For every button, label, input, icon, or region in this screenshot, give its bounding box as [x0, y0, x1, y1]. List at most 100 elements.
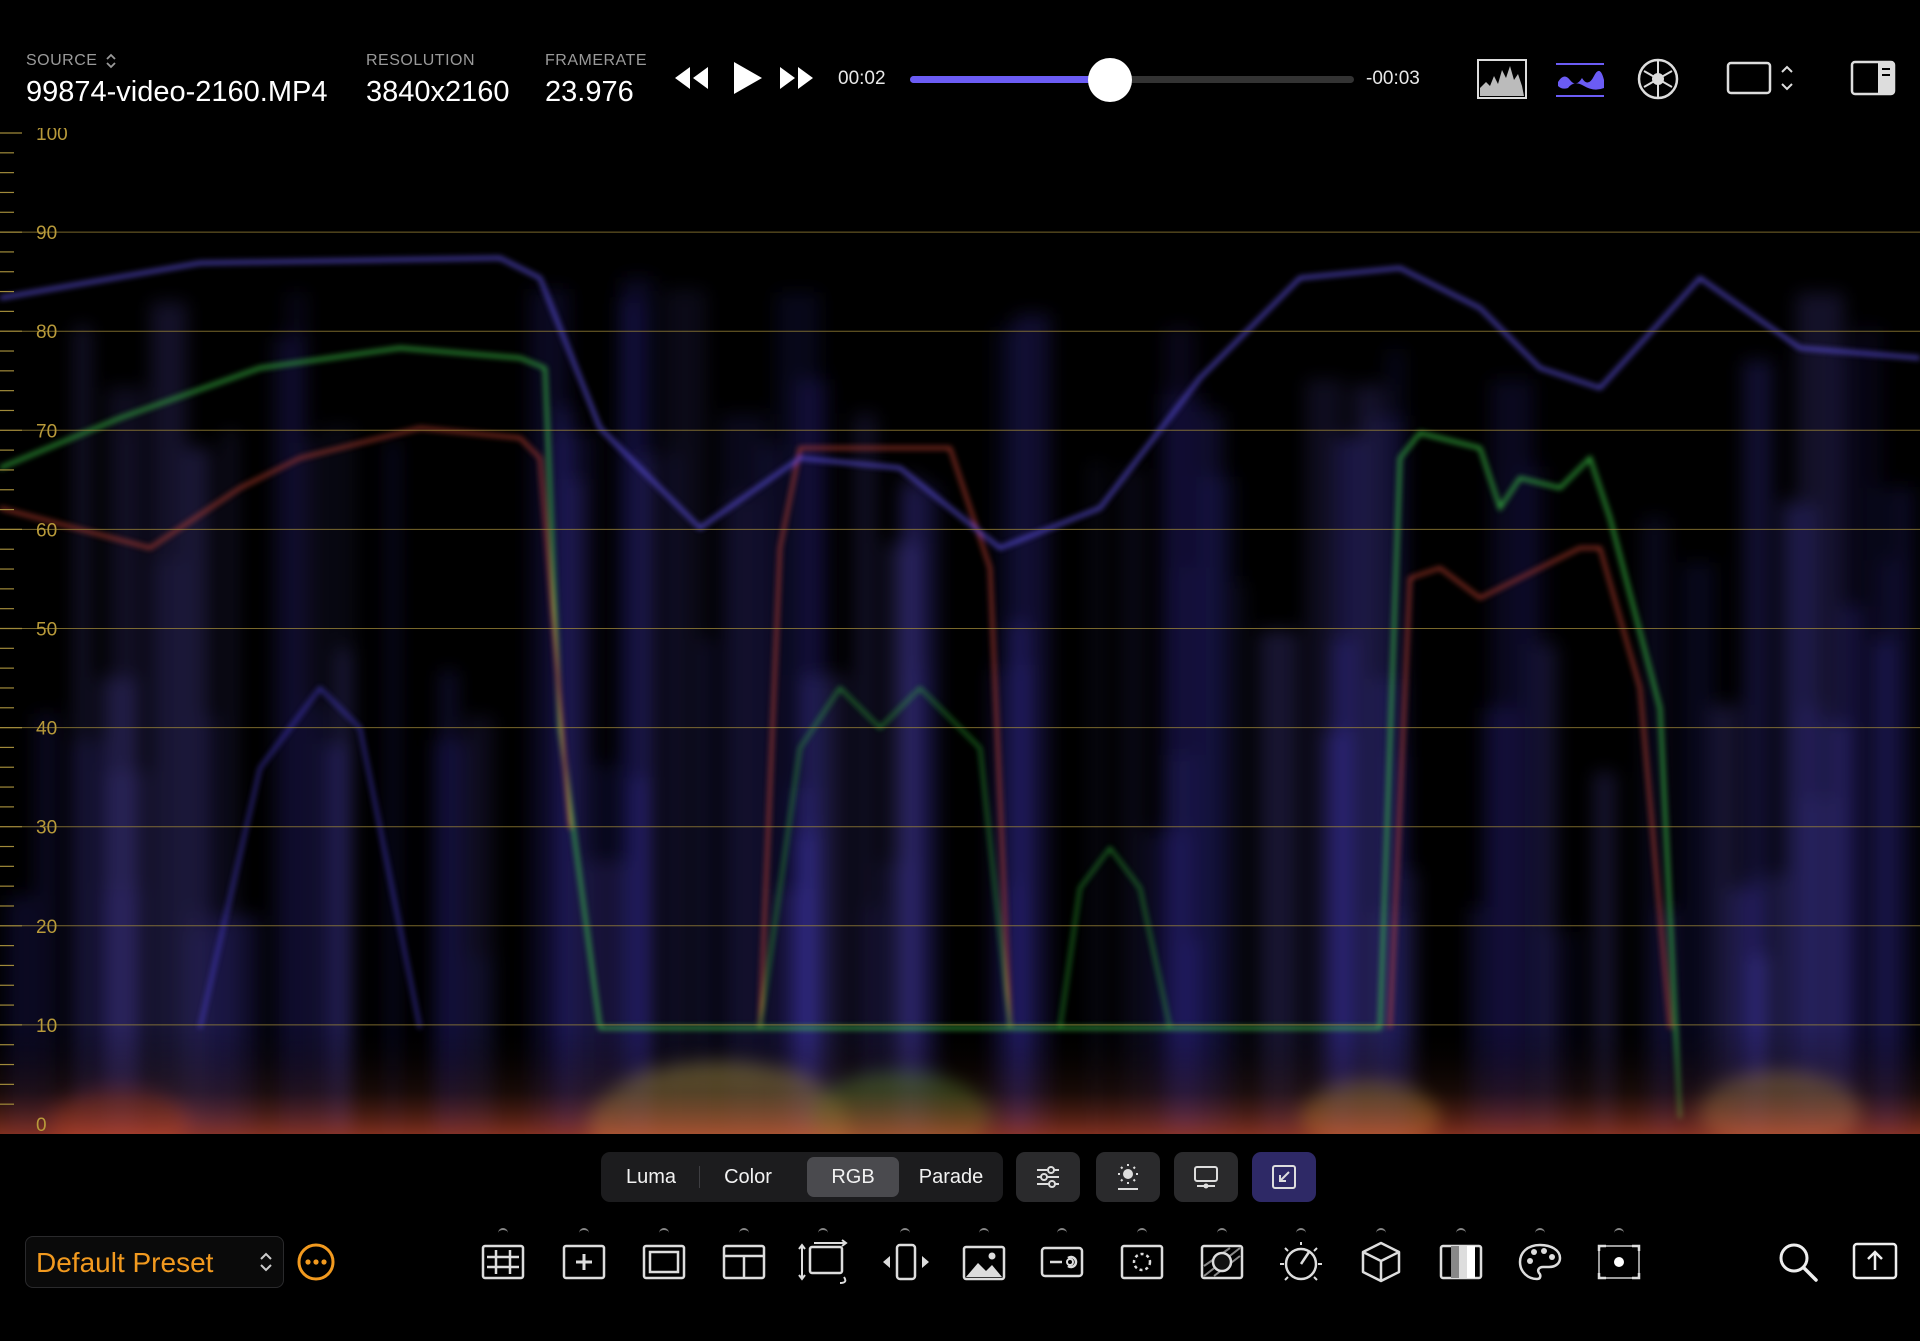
waveform-glow: [667, 453, 679, 1134]
resize-icon: [798, 1239, 848, 1284]
graticule-label: 20: [36, 917, 57, 938]
submenu-indicator: [579, 1228, 589, 1234]
fit-button[interactable]: [1252, 1152, 1316, 1202]
source-filename: 99874-video-2160.MP4: [26, 76, 328, 108]
top-bar: SOURCE 99874-video-2160.MP4 RESOLUTION 3…: [0, 0, 1920, 128]
source-info[interactable]: SOURCE 99874-video-2160.MP4: [26, 52, 327, 109]
submenu-indicator: [900, 1228, 910, 1234]
submenu-indicator: [979, 1228, 989, 1234]
histogram-icon[interactable]: [1476, 58, 1528, 100]
submenu-indicator: [818, 1228, 828, 1234]
display-aspect-icon[interactable]: [1726, 60, 1798, 96]
rewind-icon[interactable]: [672, 64, 710, 92]
timeline-progress: [910, 76, 1110, 83]
tool-3d-lut[interactable]: [1354, 1228, 1408, 1289]
waveform-glow: [1088, 462, 1105, 1134]
play-icon[interactable]: [730, 60, 764, 96]
tool-center-marker[interactable]: [557, 1228, 611, 1289]
graticule-label: 30: [36, 818, 57, 839]
monitor-button[interactable]: [1174, 1152, 1238, 1202]
safe-area-icon: [642, 1244, 686, 1280]
submenu-indicator: [1376, 1228, 1386, 1234]
waveform-glow: [1233, 582, 1247, 1134]
link-icon: [1040, 1246, 1084, 1278]
sidebar-icon[interactable]: [1850, 60, 1896, 96]
mode-tab-parade[interactable]: Parade: [918, 1166, 984, 1188]
submenu-indicator: [498, 1228, 508, 1234]
source-label: SOURCE: [26, 52, 98, 69]
graticule-label: 100: [36, 128, 68, 145]
fast-forward-icon[interactable]: [778, 64, 816, 92]
submenu-indicator: [1535, 1228, 1545, 1234]
tool-grid[interactable]: [476, 1228, 530, 1289]
waveform-trace: [1388, 546, 1672, 1029]
tool-link[interactable]: [1035, 1228, 1089, 1289]
waveform-icon[interactable]: [1554, 58, 1606, 100]
submenu-indicator: [1217, 1228, 1227, 1234]
mode-tab-luma[interactable]: Luma: [625, 1166, 677, 1188]
timeline-handle[interactable]: [1087, 58, 1132, 102]
timeline-scrubber[interactable]: [910, 58, 1354, 102]
rgb-waveform-scope: 100 90 80 70 60 50 40 30 20 10 0: [0, 128, 1920, 1134]
waveform-trace: [1059, 846, 1171, 1029]
vectorscope-icon[interactable]: [1636, 57, 1680, 101]
mode-tab-rgb[interactable]: RGB: [807, 1157, 899, 1197]
chevron-updown-icon[interactable]: [105, 52, 117, 70]
graticule-label: 70: [36, 421, 57, 442]
focus-icon: [1120, 1244, 1164, 1280]
dial-icon: [1280, 1242, 1322, 1281]
adjust-button[interactable]: [1016, 1152, 1080, 1202]
graticule-label: 60: [36, 520, 57, 541]
brightness-icon: [1118, 1164, 1138, 1190]
graticule-label: 10: [36, 1016, 57, 1037]
center-marker-icon: [562, 1244, 606, 1280]
submenu-indicator: [1137, 1228, 1147, 1234]
waveform-glow: [551, 432, 596, 1134]
preset-selector[interactable]: Default Preset: [25, 1236, 284, 1288]
tool-dial[interactable]: [1274, 1228, 1328, 1289]
waveform-glow: [272, 336, 304, 1134]
brightness-button[interactable]: [1096, 1152, 1160, 1202]
remaining-time: -00:03: [1366, 68, 1420, 89]
framerate-info: FRAMERATE 23.976: [545, 52, 647, 109]
tool-resize[interactable]: [796, 1228, 856, 1289]
waveform-glow: [107, 387, 145, 1134]
search-icon[interactable]: [1776, 1240, 1820, 1284]
tool-palette[interactable]: [1513, 1228, 1567, 1289]
chevron-updown-icon: [260, 1252, 272, 1272]
waveform-glow: [320, 425, 356, 1134]
tool-record-point[interactable]: [1592, 1228, 1646, 1289]
submenu-indicator: [1456, 1228, 1466, 1234]
framerate-value: 23.976: [545, 76, 634, 108]
tool-layout[interactable]: [717, 1228, 771, 1289]
tool-safe-area[interactable]: [637, 1228, 691, 1289]
graticule-label: 90: [36, 223, 57, 244]
compare-icon: [1439, 1244, 1483, 1280]
tool-image-overlay[interactable]: [957, 1228, 1011, 1289]
cube-icon: [1361, 1241, 1401, 1283]
mode-tab-color[interactable]: Color: [724, 1166, 772, 1188]
image-icon: [962, 1245, 1006, 1281]
tool-mask[interactable]: [1195, 1228, 1249, 1289]
frame-step-icon: [883, 1243, 929, 1281]
waveform-glow: [1782, 499, 1794, 1134]
tool-focus[interactable]: [1115, 1228, 1169, 1289]
divider: [699, 1166, 700, 1188]
graticule-label: 80: [36, 322, 57, 343]
scope-mode-selector: Luma Color RGB Parade: [601, 1152, 1003, 1202]
waveform-trace: [0, 256, 1920, 550]
palette-icon: [1518, 1243, 1562, 1281]
sliders-icon: [1037, 1166, 1059, 1188]
tool-compare[interactable]: [1434, 1228, 1488, 1289]
graticule-label: 50: [36, 620, 57, 641]
monitor-icon: [1194, 1166, 1218, 1189]
tool-frame-step[interactable]: [878, 1228, 934, 1289]
waveform-glow: [1408, 870, 1418, 1134]
waveform-glow: [386, 441, 399, 1134]
submenu-indicator: [1614, 1228, 1624, 1234]
waveform-glow: [1008, 621, 1030, 1134]
more-options-icon[interactable]: [296, 1242, 336, 1282]
layout-icon: [722, 1244, 766, 1280]
export-icon[interactable]: [1852, 1242, 1898, 1280]
mask-icon: [1200, 1244, 1244, 1280]
